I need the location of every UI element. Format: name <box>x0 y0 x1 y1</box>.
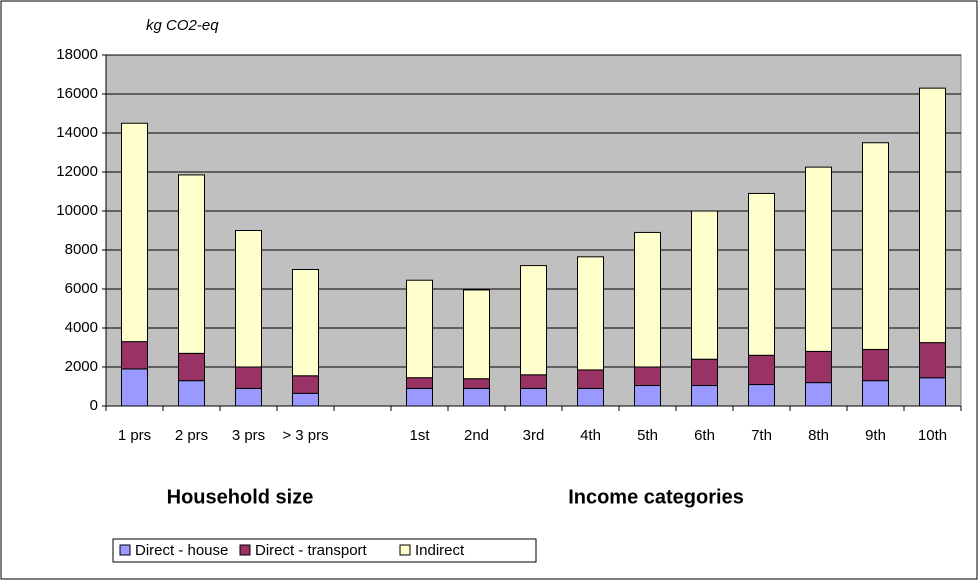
legend-swatch <box>119 544 131 556</box>
bar-segment <box>634 385 661 407</box>
bar-segment <box>748 354 775 386</box>
bar-segment <box>862 380 889 407</box>
x-tick-label: 8th <box>808 427 829 444</box>
bar-segment <box>634 231 661 368</box>
bar-segment <box>748 192 775 356</box>
y-tick-label: 16000 <box>56 85 98 102</box>
bar-segment <box>577 369 604 389</box>
bar-segment <box>463 378 490 389</box>
bar-segment <box>235 387 262 407</box>
bar-segment <box>463 289 490 380</box>
bar-segment <box>406 377 433 389</box>
bar-segment <box>178 174 205 354</box>
x-tick-label: 7th <box>751 427 772 444</box>
y-tick-label: 0 <box>90 397 98 414</box>
x-tick-label: 10th <box>917 427 948 444</box>
x-tick-label: 9th <box>865 427 886 444</box>
legend-label: Direct - transport <box>255 542 368 559</box>
bar-segment <box>121 341 148 370</box>
legend-label: Indirect <box>415 542 465 559</box>
x-tick-label: 2 prs <box>174 427 209 444</box>
bar-segment <box>406 387 433 407</box>
y-tick-label: 2000 <box>65 358 98 375</box>
bar-segment <box>292 392 319 407</box>
x-tick-label: 5th <box>637 427 658 444</box>
y-tick-label: 10000 <box>56 202 98 219</box>
legend-swatch <box>399 544 411 556</box>
bar-segment <box>862 142 889 350</box>
bar-segment <box>292 375 319 394</box>
bar-segment <box>691 210 718 360</box>
legend-box <box>112 538 537 563</box>
bar-segment <box>520 374 547 389</box>
bar-segment <box>691 385 718 407</box>
bar-segment <box>634 366 661 387</box>
x-tick-label: 1st <box>409 427 430 444</box>
bar-segment <box>235 230 262 368</box>
bar-segment <box>805 382 832 407</box>
bar-segment <box>121 122 148 343</box>
bar-segment <box>121 368 148 407</box>
bar-segment <box>748 384 775 407</box>
x-tick-label: 2nd <box>463 427 490 444</box>
y-tick-label: 12000 <box>56 163 98 180</box>
bar-segment <box>577 256 604 371</box>
bar-segment <box>919 87 946 344</box>
bar-segment <box>577 387 604 407</box>
y-tick-label: 18000 <box>56 46 98 63</box>
bar-segment <box>919 377 946 407</box>
x-tick-label: 3rd <box>522 427 545 444</box>
bar-segment <box>463 387 490 407</box>
x-tick-label: 3 prs <box>231 427 266 444</box>
y-tick-label: 14000 <box>56 124 98 141</box>
group-label: Household size <box>167 486 314 508</box>
bar-segment <box>235 366 262 389</box>
bar-segment <box>691 358 718 387</box>
x-tick-label: 1 prs <box>117 427 152 444</box>
bar-segment <box>178 352 205 382</box>
bar-segment <box>919 342 946 379</box>
bar-segment <box>805 166 832 352</box>
y-tick-label: 6000 <box>65 280 98 297</box>
bar-segment <box>862 348 889 382</box>
y-tick-label: 8000 <box>65 241 98 258</box>
bar-segment <box>520 265 547 376</box>
y-axis-label: kg CO2-eq <box>146 17 219 34</box>
bar-segment <box>520 387 547 407</box>
bar-segment <box>805 350 832 384</box>
y-tick-label: 4000 <box>65 319 98 336</box>
x-tick-label: 4th <box>580 427 601 444</box>
bar-segment <box>292 269 319 377</box>
legend-label: Direct - house <box>135 542 228 559</box>
x-tick-label: > 3 prs <box>282 427 329 444</box>
legend-swatch <box>239 544 251 556</box>
bar-segment <box>406 279 433 379</box>
bar-segment <box>178 380 205 407</box>
group-label: Income categories <box>568 486 744 508</box>
x-tick-label: 6th <box>694 427 715 444</box>
